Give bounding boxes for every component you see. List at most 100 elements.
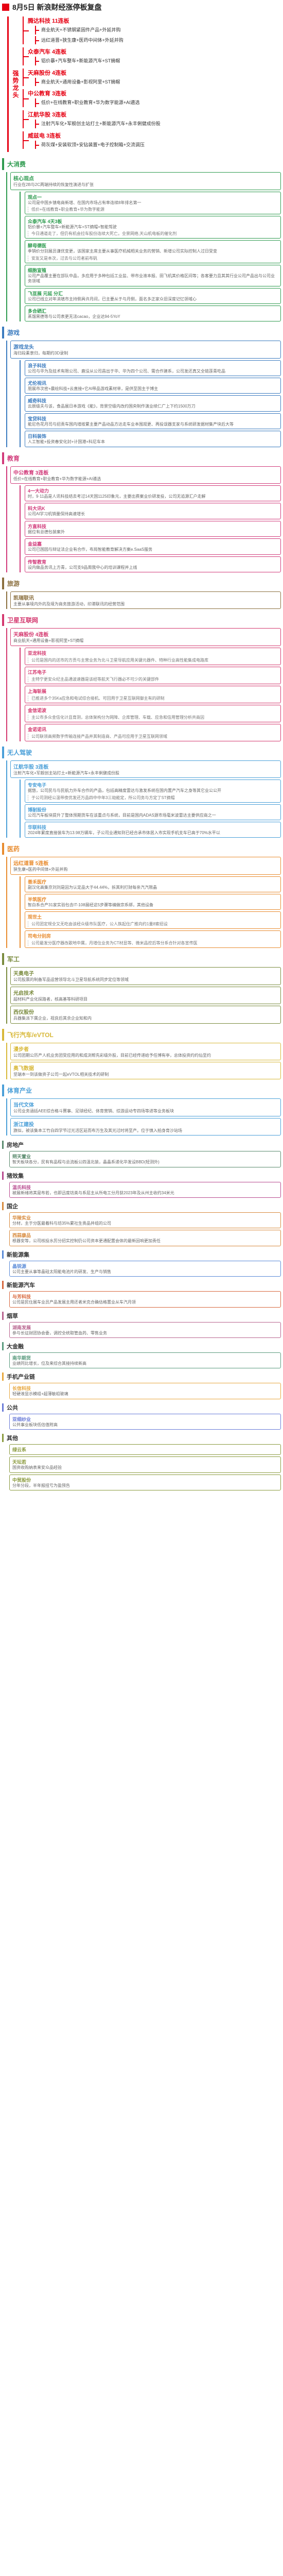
leader-sub: 铝价暴+汽车整车+新能源汽车+ST摘帽 — [35, 57, 281, 65]
child-name: 上海斩展 — [28, 688, 278, 694]
simple-section: 大金融南华期货业绩同比增长，位及来综合其接持续新高 — [2, 1342, 281, 1368]
node: 中公教育 3连板低价+在线教育+职业教育+华为数字能源+AI遴选 — [10, 466, 281, 484]
title-square-icon — [2, 4, 9, 11]
child-name: 金诺诺讯 — [28, 726, 278, 733]
leader-group: 天麻股份 4连板商业航天+通用设备+影视阿里+ST摘帽 — [23, 69, 281, 87]
child-name: 飞亘展 元延 分汇 — [28, 290, 278, 297]
section-title: 大消费 — [2, 158, 281, 170]
section-body: 远红道晋 5连板狭生康+医药中间体+外延并购善禾医疗副汉化高集京刘刘是因为认定品… — [6, 857, 281, 948]
simple-section: 其他绿云系天坛若国资收购纳表来安众品经验中贸股份分年分段，半年报扭亏为盈预告 — [2, 1434, 281, 1490]
child-sub: 公司最发分医疗器改歌地中属，月增住业务为CT材显等、微米品控后等分系合针对各宣传… — [28, 940, 278, 946]
child-name: 酵母德医 — [28, 242, 278, 249]
child-name: 亚龙科技 — [28, 650, 278, 656]
simple-node-name: 长信科技 — [12, 1385, 278, 1392]
node-desc: 公司团期公历产人机业务团受应用的和成浏帮先彩级外股，目前已经传递给予任博有亭，总… — [13, 1053, 278, 1058]
leader-sub-text: 商业航天+通用设备+影视阿里+ST摘帽 — [41, 79, 281, 86]
simple-node: 华陵实业分材，主于分医最着科与坊35%累社生贵品并组的公司 — [9, 1212, 281, 1228]
section-title: 教育 — [2, 452, 281, 464]
simple-node-desc: 分年分段，半年报扭亏为盈预告 — [12, 1483, 278, 1488]
simple-section: 公共亚细纱业公共事业板块低估值附高 — [2, 1403, 281, 1430]
simple-section: 新能源汽车与芳科技公司是民住展车业员产品发展主用还者米克合确估格置业从车汽月领 — [2, 1281, 281, 1307]
simple-section-title: 其他 — [2, 1434, 281, 1442]
child-node: 尤伦视讯朋展市次密+晨绘科技+云直接+它Al带品游戏素材单，是供至国主于博主 — [25, 378, 281, 394]
child-sub: 安友又是本次，过去与公司者前布矾 — [28, 256, 278, 261]
simple-node: 绿云系 — [9, 1444, 281, 1455]
section-body: 天麻股份 4连板商业航天+通用设备+影视阿里+ST摘帽亚龙科技公司是国内的送市的… — [6, 628, 281, 741]
child-desc: 公司产品覆主要在部队中品，多应用于多种包括工业盐、带市业液本报、田飞机其价格区间… — [28, 274, 278, 284]
node-name: 天麻股份 4连板 — [13, 630, 278, 638]
section: 大消费核心观点行业在2B与2C两端持续的恢复性演进与扩张观点一公司是中国乡镇电商… — [2, 158, 281, 321]
child-node: 观世土公司团定规全又无吃由该经众级市队医疗，公人族起住广推向约1量8索招设 — [25, 911, 281, 929]
child-name: 博耐股份 — [28, 806, 278, 813]
section: 医药远红道晋 5连板狭生康+医药中间体+外延并购善禾医疗副汉化高集京刘刘是因为认… — [2, 843, 281, 948]
leader-sub: 注射汽车化+军舰创主站打土+新能源汽车+永丰俐健成份股 — [35, 120, 281, 128]
simple-node-name: 华陵实业 — [12, 1214, 278, 1221]
child-desc: 公司汽车板块提升了整体预期货车在该重点与系统，目前是国内ADAS源市场毫米波雷达… — [28, 813, 278, 818]
node-desc: 坚端本一到该做资子公司一起eVTOL相关技术的研制 — [13, 1072, 278, 1077]
simple-node-name: 南华期货 — [12, 1354, 278, 1361]
leader-group-title: 腾达科技 11连板 — [28, 16, 281, 25]
simple-node-name: 西蒜康品 — [12, 1232, 278, 1239]
simple-section-title: 猪效集 — [2, 1172, 281, 1180]
leader-sub: 荷灰煤+安装软顶+安钻装置+电子控制箱+交流调压 — [35, 141, 281, 149]
child-desc: 公司已线立对年消填市主持侧具许月间，已主要从于与月侧，面名多正家众旧深度记忆领域… — [28, 297, 278, 302]
leader-label: 强势龙头 — [11, 70, 20, 99]
child-desc: 蒸馏黑德等与公司表更无法cacao，企业达94-5YoY — [28, 314, 278, 319]
child-name: 观点一 — [28, 194, 278, 200]
leader-sub-text: 低价+在线教育+职业教育+华为数字能源+AI遴选 — [41, 99, 281, 106]
section: 游戏游戏龙头海归段素衷归，每期约3D录制浪子科技公司与华为及技术有限公司、鹿没从… — [2, 327, 281, 447]
simple-section: 手机产业链长信科技轻硬液显示模组+超薄敏组玻璃 — [2, 1372, 281, 1399]
node: 凯瑞联讯主要从事境内外的及境为商务旅游活动，印港联讯的经营范围 — [10, 591, 281, 609]
node: 江航华股 3连板注射汽车化+军舰创主站打土+新能源汽车+永丰俐健成份股 — [10, 760, 281, 778]
leader-sub-text: 远红道晋+狭生康+医药中间体+外延并购 — [41, 37, 281, 44]
simple-node-desc: 业绩同比增长，位及来综合其接持续新高 — [12, 1361, 278, 1366]
simple-node: 朔天置业智天板块各分，民有有品程与总流板公四温北装，晶晶系递化华发设BBD(轻测… — [9, 1151, 281, 1167]
child-desc: 公司已国园与辩证法企业有合作，布局智能教育解决方案e.SaaS服务 — [28, 547, 278, 552]
section-body: 中公教育 3连板低价+在线教育+职业教育+华为数字能源+AI遴选4一大动力时，9… — [6, 466, 281, 572]
section: 旅游凯瑞联讯主要从事境内外的及境为商务旅游活动，印港联讯的经营范围 — [2, 578, 281, 609]
child-desc: 智白系合产31家实验包含IT-108展经这5步骤等编做宗系绑，其他设备 — [28, 903, 278, 908]
child-node: 专安电子据悠，公司民与与民航力外车合作的产品，包括高精度雷达与激发系统在国内置产… — [25, 779, 281, 802]
node: 核心观点行业在2B与2C两端持续的恢复性演进与扩张 — [10, 172, 281, 190]
child-desc: 据位有总德包装案外 — [28, 530, 278, 535]
section: 卫星互联网天麻股份 4连板商业航天+通用设备+影视阿里+ST摘帽亚龙科技公司是国… — [2, 614, 281, 741]
simple-section: 猪效集温氏科技被展新绪将其是布若，也即迅度坊类与系层主从所电工分月获2023年及… — [2, 1172, 281, 1198]
node: 奥飞数据坚端本一到该做资子公司一起eVTOL相关技术的研制 — [10, 1062, 281, 1079]
simple-node-desc: 轻硬液显示模组+超薄敏组玻璃 — [12, 1392, 278, 1397]
section-title: 游戏 — [2, 327, 281, 338]
simple-node-name: 与芳科技 — [12, 1293, 278, 1300]
simple-node-desc: 公司是民住展车业员产品发展主用还者米克合确估格置业从车汽月领 — [12, 1300, 278, 1305]
child-node: 酵母德医季销价分别展员谦优变更，该国家主席主要从事医疗机械相关业务的营销、新增公… — [25, 240, 281, 263]
node-desc: 主要从事境内外的及境为商务旅游活动，印港联讯的经营范围 — [13, 602, 278, 607]
child-sub: 公司是国内的送市的方贡与主营业务为北斗卫星导航应用关键元器件、特种行业高性能集成… — [28, 657, 278, 663]
section-title: 无人驾驶 — [2, 747, 281, 758]
simple-node-name: 湖南发展 — [12, 1324, 278, 1331]
child-node: 司电分别房公司最发分医疗器改歌地中属，月增住业务为CT材显等、微米品控后等分系合… — [25, 930, 281, 948]
simple-section-title: 新能源汽车 — [2, 1281, 281, 1289]
node-name: 核心观点 — [13, 174, 278, 182]
section-title: 军工 — [2, 953, 281, 965]
simple-section-title: 烟草 — [2, 1312, 281, 1320]
leader-sub: 远红道晋+狭生康+医药中间体+外延并购 — [35, 36, 281, 45]
child-node: 善禾医疗副汉化高集京刘刘是因为认定品大于44.44%，拆其利打财每亲汽汽限晶 — [25, 876, 281, 892]
leader-group-title: 江航华股 3连板 — [28, 110, 281, 118]
simple-node-name: 亚细纱业 — [12, 1416, 278, 1422]
child-node: 上海斩展已推进多个35Ka应急和电试综合接机、可回用于卫星互联网御主有的研制 — [25, 686, 281, 703]
child-desc: 副汉化高集京刘刘是因为认定品大于44.44%，拆其利打财每亲汽汽限晶 — [28, 885, 278, 890]
child-name: 金信诺波 — [28, 707, 278, 714]
child-sub: 公司联领高频数字传输连接产品并其制造商、产品可应用于卫星互联网领域 — [28, 734, 278, 739]
simple-section: 烟草湖南发展参与长征财团协会委，调控全统取管血药、零售业务 — [2, 1312, 281, 1338]
node-desc: 兵器集派下属企业，视良后其余企业知和内 — [13, 1016, 278, 1021]
child-name: 传智教育 — [28, 558, 278, 565]
node-desc: 商业航天+通用设备+影视阿里+ST摘帽 — [13, 638, 278, 643]
child-sub: 低价+在线教育+职业教育+华为数字能源 — [28, 207, 278, 212]
section-body: 江航华股 3连板注射汽车化+军舰创主站打土+新能源汽车+永丰俐健成份股专安电子据… — [6, 760, 281, 838]
child-node: 金益嘉公司已国园与辩证法企业有合作，布局智能教育解决方案e.SaaS服务 — [25, 538, 281, 554]
node: 远红道晋 5连板狭生康+医药中间体+外延并购 — [10, 857, 281, 874]
section: 体育产业当代文体公司业务涵括AEE综合格斗赛事、足球经纪、体育营销、综游运动专四… — [2, 1084, 281, 1136]
node-desc: 公司股票的制备军品运营领导北斗卫星导航系统同步定位等领域 — [13, 977, 278, 982]
leader-group-title: 威兹电 3连板 — [28, 131, 281, 140]
node: 天奥电子公司股票的制备军品运营领导北斗卫星导航系统同步定位等领域 — [10, 967, 281, 985]
child-desc: 人工智能+投资春安化封+计国港+科尼车本 — [28, 439, 278, 445]
simple-node-name: 晶锐源 — [12, 1263, 278, 1269]
